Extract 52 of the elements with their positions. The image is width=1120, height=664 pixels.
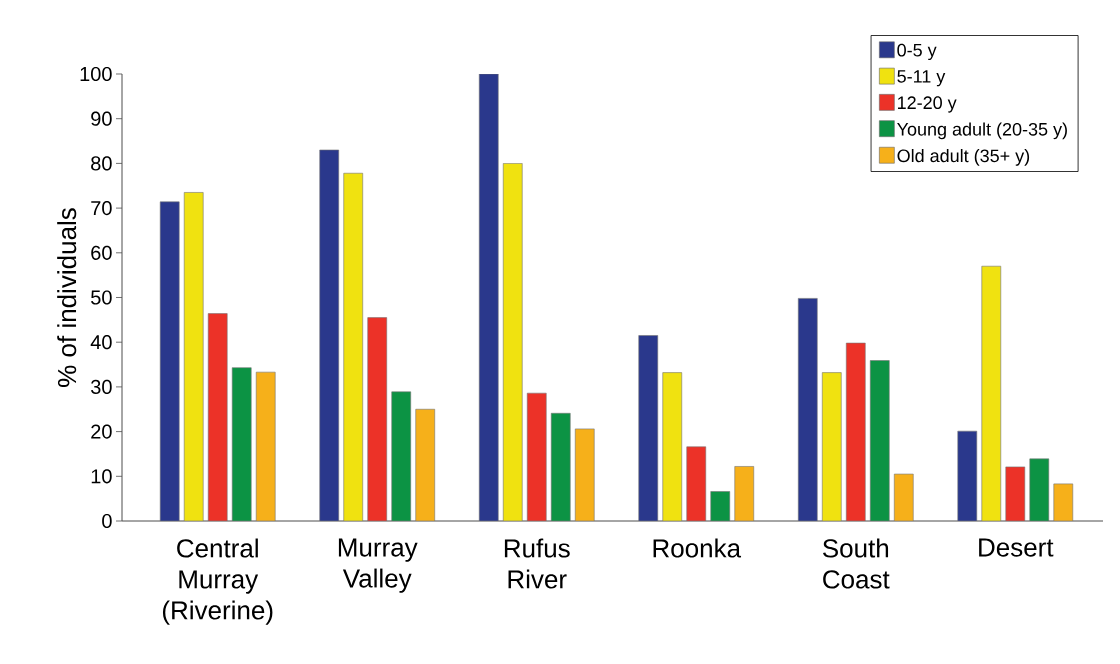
bar (981, 265, 1002, 521)
x-tick-label: Desert (979, 538, 1054, 557)
bar (869, 360, 890, 521)
bar (686, 446, 707, 521)
bar (343, 172, 364, 521)
bar (231, 367, 252, 521)
y-tick-label: 20 (91, 424, 112, 439)
y-tick-label: 60 (91, 245, 112, 260)
bar (638, 335, 659, 521)
x-tick-label: South Coast (822, 538, 890, 589)
bar (255, 371, 276, 521)
bar (550, 412, 571, 521)
y-tick-label: 40 (90, 335, 112, 350)
y-tick-label: 70 (91, 201, 112, 216)
bar (526, 392, 547, 521)
legend-label: 12-20 y (898, 96, 957, 113)
bar (207, 313, 228, 521)
y-tick-label: 0 (102, 513, 112, 529)
y-tick-label: 100 (80, 66, 112, 82)
legend-label: Old adult (35+ y) (897, 148, 1030, 166)
bar (478, 73, 499, 521)
bar (502, 163, 523, 521)
bar (957, 430, 978, 521)
bar (574, 428, 595, 521)
bar (710, 491, 731, 521)
x-tick-label: Rufus River (504, 538, 570, 589)
legend-label: 5-11 y (897, 70, 946, 87)
bar (797, 298, 818, 521)
y-axis-title: % of individuals (57, 208, 77, 387)
bar (415, 408, 436, 521)
bar (1029, 458, 1050, 521)
bar (662, 372, 683, 521)
bar (734, 466, 755, 521)
bar (391, 391, 412, 521)
y-tick-label: 10 (91, 469, 112, 484)
bar (319, 149, 340, 521)
legend-label: Young adult (20-35 y) (897, 122, 1067, 140)
x-tick-label: Roonka (653, 538, 742, 558)
x-tick-label: Central Murray (Riverine) (162, 538, 273, 625)
bar (367, 317, 388, 521)
bar (183, 192, 204, 521)
bar (821, 372, 842, 521)
y-tick-label: 30 (91, 379, 112, 394)
bar (893, 473, 914, 521)
y-tick-label: 80 (91, 156, 112, 171)
y-tick-label: 90 (91, 111, 112, 126)
bar (1005, 466, 1026, 521)
y-tick-label: 50 (91, 290, 112, 305)
x-tick-label: Murray Valley (338, 538, 418, 593)
legend-label: 0-5 y (897, 43, 937, 61)
bar (159, 201, 180, 521)
bar (845, 342, 866, 521)
